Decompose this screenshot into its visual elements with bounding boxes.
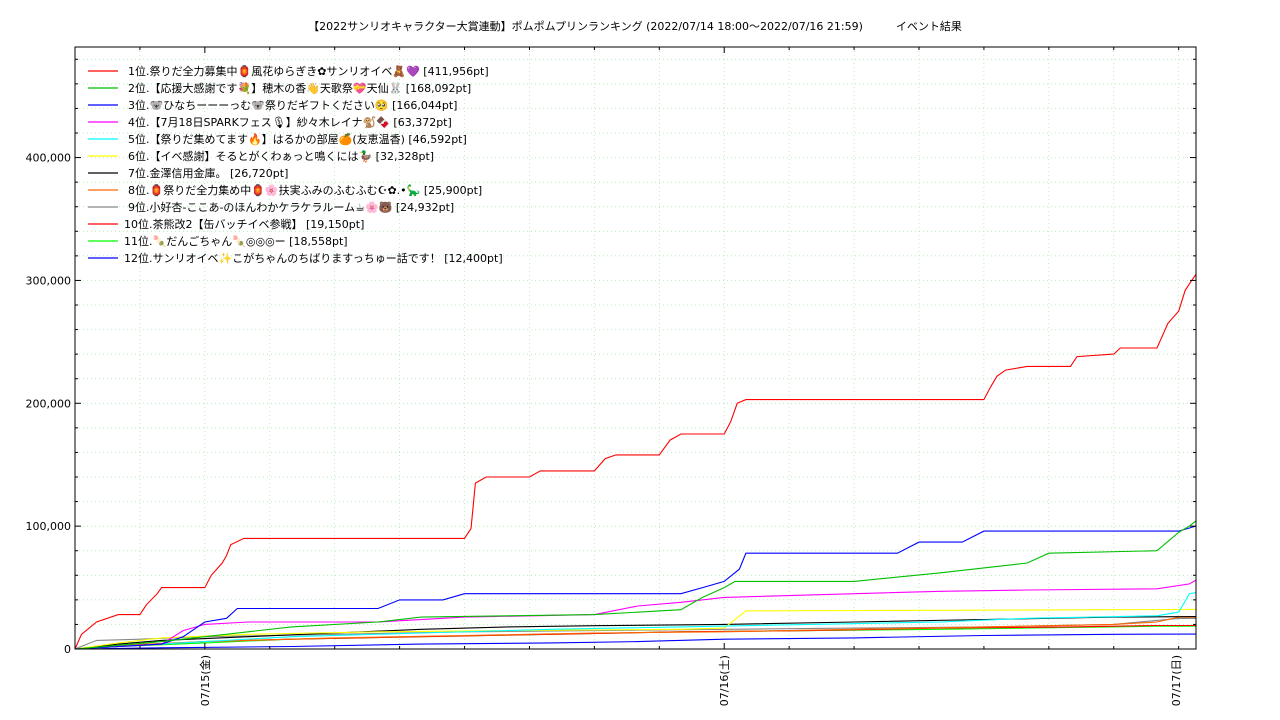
y-tick-label: 400,000 bbox=[26, 152, 72, 165]
legend-label-11: 11位.🍡だんごちゃん🍡◎◎◎ー [18,558pt] bbox=[124, 234, 348, 248]
series-line-2 bbox=[75, 520, 1196, 649]
legend-label-8: 8位.🏮祭りだ全力集め中🏮🌸扶実ふみのふむふむ☪✿.•🦕 [25,900pt] bbox=[128, 183, 482, 197]
legend-label-7: 7位.金澤信用金庫。 [26,720pt] bbox=[128, 166, 288, 180]
series-line-1 bbox=[75, 273, 1196, 649]
series-line-4 bbox=[75, 579, 1196, 649]
series-line-12 bbox=[75, 633, 1196, 649]
x-tick-label: 07/17(日) bbox=[1170, 655, 1183, 706]
y-tick-label: 200,000 bbox=[26, 397, 72, 410]
x-tick-label: 07/15(金) bbox=[198, 655, 212, 706]
x-tick-label: 07/16(土) bbox=[718, 655, 731, 706]
legend: 1位.祭りだ全力募集中🏮風花ゆらぎき✿サンリオイベ🧸💜 [411,956pt] 2… bbox=[88, 64, 503, 265]
legend-label-9: 9位.小好杏-ここあ-のほんわかケラケラルーム☕🌸🐻 [24,932pt] bbox=[128, 200, 454, 214]
legend-label-2: 2位.【応援大感謝です💐】穂木の香👋天歌祭💝天仙🐰 [168,092pt] bbox=[128, 81, 471, 95]
legend-label-4: 4位.【7月18日SPARKフェス🎙】紗々木レイナ🐒🍫 [63,372pt] bbox=[128, 115, 452, 129]
chart-title: 【2022サンリオキャラクター大賞連動】ポムポムプリンランキング (2022/0… bbox=[308, 20, 962, 33]
series-line-3 bbox=[75, 525, 1196, 649]
legend-label-12: 12位.サンリオイベ✨こがちゃんのちばりますっちゅー話です！ [12,400pt… bbox=[124, 251, 503, 265]
legend-label-6: 6位.【イベ感謝】そるとがくわぁっと鳴くには🦆 [32,328pt] bbox=[128, 149, 434, 163]
y-tick-label: 300,000 bbox=[26, 274, 72, 287]
series-line-5 bbox=[75, 591, 1196, 649]
legend-label-5: 5位.【祭りだ集めてます🔥】はるかの部屋🍊(友恵温香) [46,592pt] bbox=[128, 132, 467, 146]
legend-label-3: 3位.🐨ひなちーーーっむ🐨祭りだギフトください🥺 [166,044pt] bbox=[128, 98, 457, 112]
series-lines bbox=[75, 273, 1196, 649]
grid bbox=[75, 47, 1196, 649]
axes: 0 100,000 200,000 300,000 400,000 07/15(金) 07/… bbox=[26, 47, 1196, 706]
legend-label-1: 1位.祭りだ全力募集中🏮風花ゆらぎき✿サンリオイベ🧸💜 [411,956pt] bbox=[128, 64, 489, 78]
series-line-6 bbox=[75, 608, 1196, 649]
series-line-7 bbox=[75, 616, 1196, 649]
y-tick-label: 100,000 bbox=[26, 520, 72, 533]
plot-area bbox=[74, 46, 1197, 650]
legend-label-10: 10位.茶熊改2【缶バッチイベ参戦】 [19,150pt] bbox=[124, 217, 364, 231]
y-tick-label: 0 bbox=[64, 643, 71, 656]
